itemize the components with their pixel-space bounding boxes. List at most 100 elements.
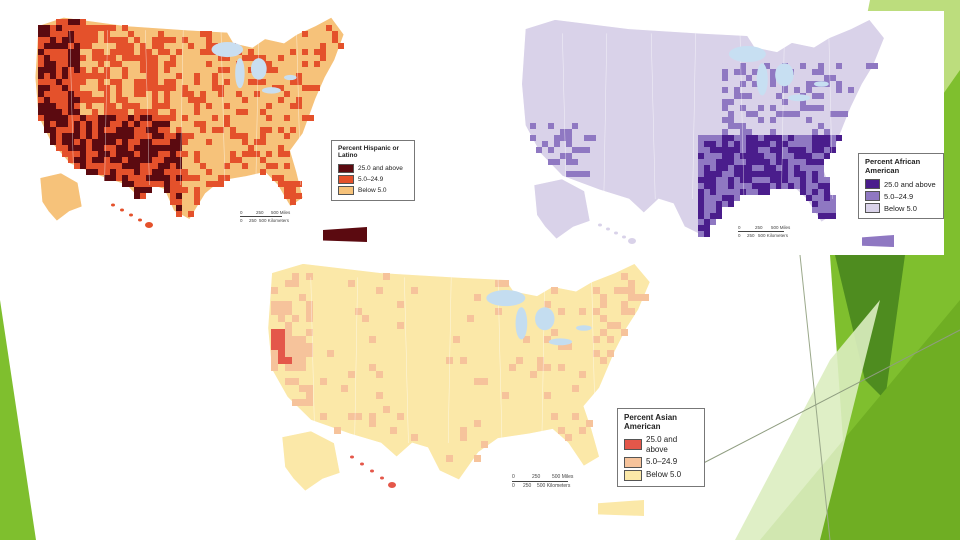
county-cell bbox=[308, 85, 314, 91]
county-cell bbox=[722, 147, 728, 153]
county-cell bbox=[38, 37, 44, 43]
county-cell bbox=[62, 121, 68, 127]
county-cell bbox=[752, 165, 758, 171]
county-cell bbox=[710, 171, 716, 177]
county-cell bbox=[134, 181, 140, 187]
county-cell bbox=[74, 133, 80, 139]
county-cell bbox=[770, 129, 776, 135]
county-cell bbox=[722, 153, 728, 159]
county-cell bbox=[740, 165, 746, 171]
county-cell bbox=[593, 308, 600, 315]
lake-ontario bbox=[576, 325, 592, 331]
county-cell bbox=[176, 157, 182, 163]
county-cell bbox=[92, 163, 98, 169]
county-cell bbox=[182, 139, 188, 145]
county-cell bbox=[728, 99, 734, 105]
county-cell bbox=[278, 85, 284, 91]
county-cell bbox=[134, 127, 140, 133]
county-cell bbox=[158, 121, 164, 127]
county-cell bbox=[548, 147, 554, 153]
county-cell bbox=[734, 123, 740, 129]
state-border bbox=[828, 33, 834, 200]
county-cell bbox=[80, 145, 86, 151]
legend-swatch bbox=[865, 203, 880, 214]
county-cell bbox=[110, 145, 116, 151]
county-cell bbox=[164, 163, 170, 169]
county-cell bbox=[194, 121, 200, 127]
county-cell bbox=[734, 177, 740, 183]
county-cell bbox=[224, 115, 230, 121]
county-cell bbox=[278, 329, 285, 336]
county-cell bbox=[704, 159, 710, 165]
county-cell bbox=[848, 87, 854, 93]
county-cell bbox=[260, 139, 266, 145]
county-cell bbox=[104, 103, 110, 109]
county-cell bbox=[698, 153, 704, 159]
hawaii-island bbox=[380, 476, 384, 480]
county-cell bbox=[104, 139, 110, 145]
county-cell bbox=[218, 55, 224, 61]
county-cell bbox=[806, 87, 812, 93]
county-cell bbox=[812, 69, 818, 75]
hawaii-island bbox=[388, 482, 396, 488]
county-cell bbox=[266, 103, 272, 109]
county-cell bbox=[271, 329, 278, 336]
county-cell bbox=[152, 67, 158, 73]
county-cell bbox=[260, 79, 266, 85]
county-cell bbox=[110, 163, 116, 169]
county-cell bbox=[800, 159, 806, 165]
county-cell bbox=[182, 115, 188, 121]
county-cell bbox=[44, 55, 50, 61]
county-cell bbox=[299, 336, 306, 343]
county-cell bbox=[152, 145, 158, 151]
county-cell bbox=[284, 133, 290, 139]
county-cell bbox=[704, 189, 710, 195]
lake-erie bbox=[548, 338, 573, 346]
county-cell bbox=[758, 117, 764, 123]
county-cell bbox=[782, 183, 788, 189]
county-cell bbox=[740, 123, 746, 129]
county-cell bbox=[734, 195, 740, 201]
legend-title: Percent Hispanic or Latino bbox=[338, 145, 400, 160]
scale-label: 0 bbox=[240, 210, 243, 215]
county-cell bbox=[806, 183, 812, 189]
county-cell bbox=[740, 63, 746, 69]
scale-label: 0 bbox=[240, 218, 243, 223]
county-cell bbox=[158, 103, 164, 109]
county-cell bbox=[285, 329, 292, 336]
county-cell bbox=[170, 85, 176, 91]
county-cell bbox=[308, 115, 314, 121]
county-cell bbox=[285, 350, 292, 357]
county-cell bbox=[758, 147, 764, 153]
county-cell bbox=[146, 79, 152, 85]
county-cell bbox=[728, 117, 734, 123]
county-cell bbox=[752, 159, 758, 165]
county-cell bbox=[158, 133, 164, 139]
legend-item: Below 5.0 bbox=[624, 469, 698, 481]
county-cell bbox=[752, 111, 758, 117]
county-cell bbox=[62, 91, 68, 97]
county-cell bbox=[152, 127, 158, 133]
county-cell bbox=[348, 280, 355, 287]
county-cell bbox=[560, 153, 566, 159]
county-cell bbox=[355, 308, 362, 315]
county-cell bbox=[134, 139, 140, 145]
state-border bbox=[354, 277, 358, 444]
county-cell bbox=[710, 147, 716, 153]
county-cell bbox=[44, 73, 50, 79]
county-cell bbox=[704, 153, 710, 159]
county-cell bbox=[62, 49, 68, 55]
county-cell bbox=[146, 61, 152, 67]
county-cell bbox=[698, 135, 704, 141]
county-cell bbox=[558, 427, 565, 434]
county-cell bbox=[62, 61, 68, 67]
county-cell bbox=[794, 141, 800, 147]
county-cell bbox=[128, 49, 134, 55]
county-cell bbox=[56, 133, 62, 139]
county-cell bbox=[86, 103, 92, 109]
county-cell bbox=[86, 151, 92, 157]
scale-line bbox=[240, 216, 282, 217]
county-cell bbox=[572, 147, 578, 153]
county-cell bbox=[152, 133, 158, 139]
county-cell bbox=[285, 308, 292, 315]
